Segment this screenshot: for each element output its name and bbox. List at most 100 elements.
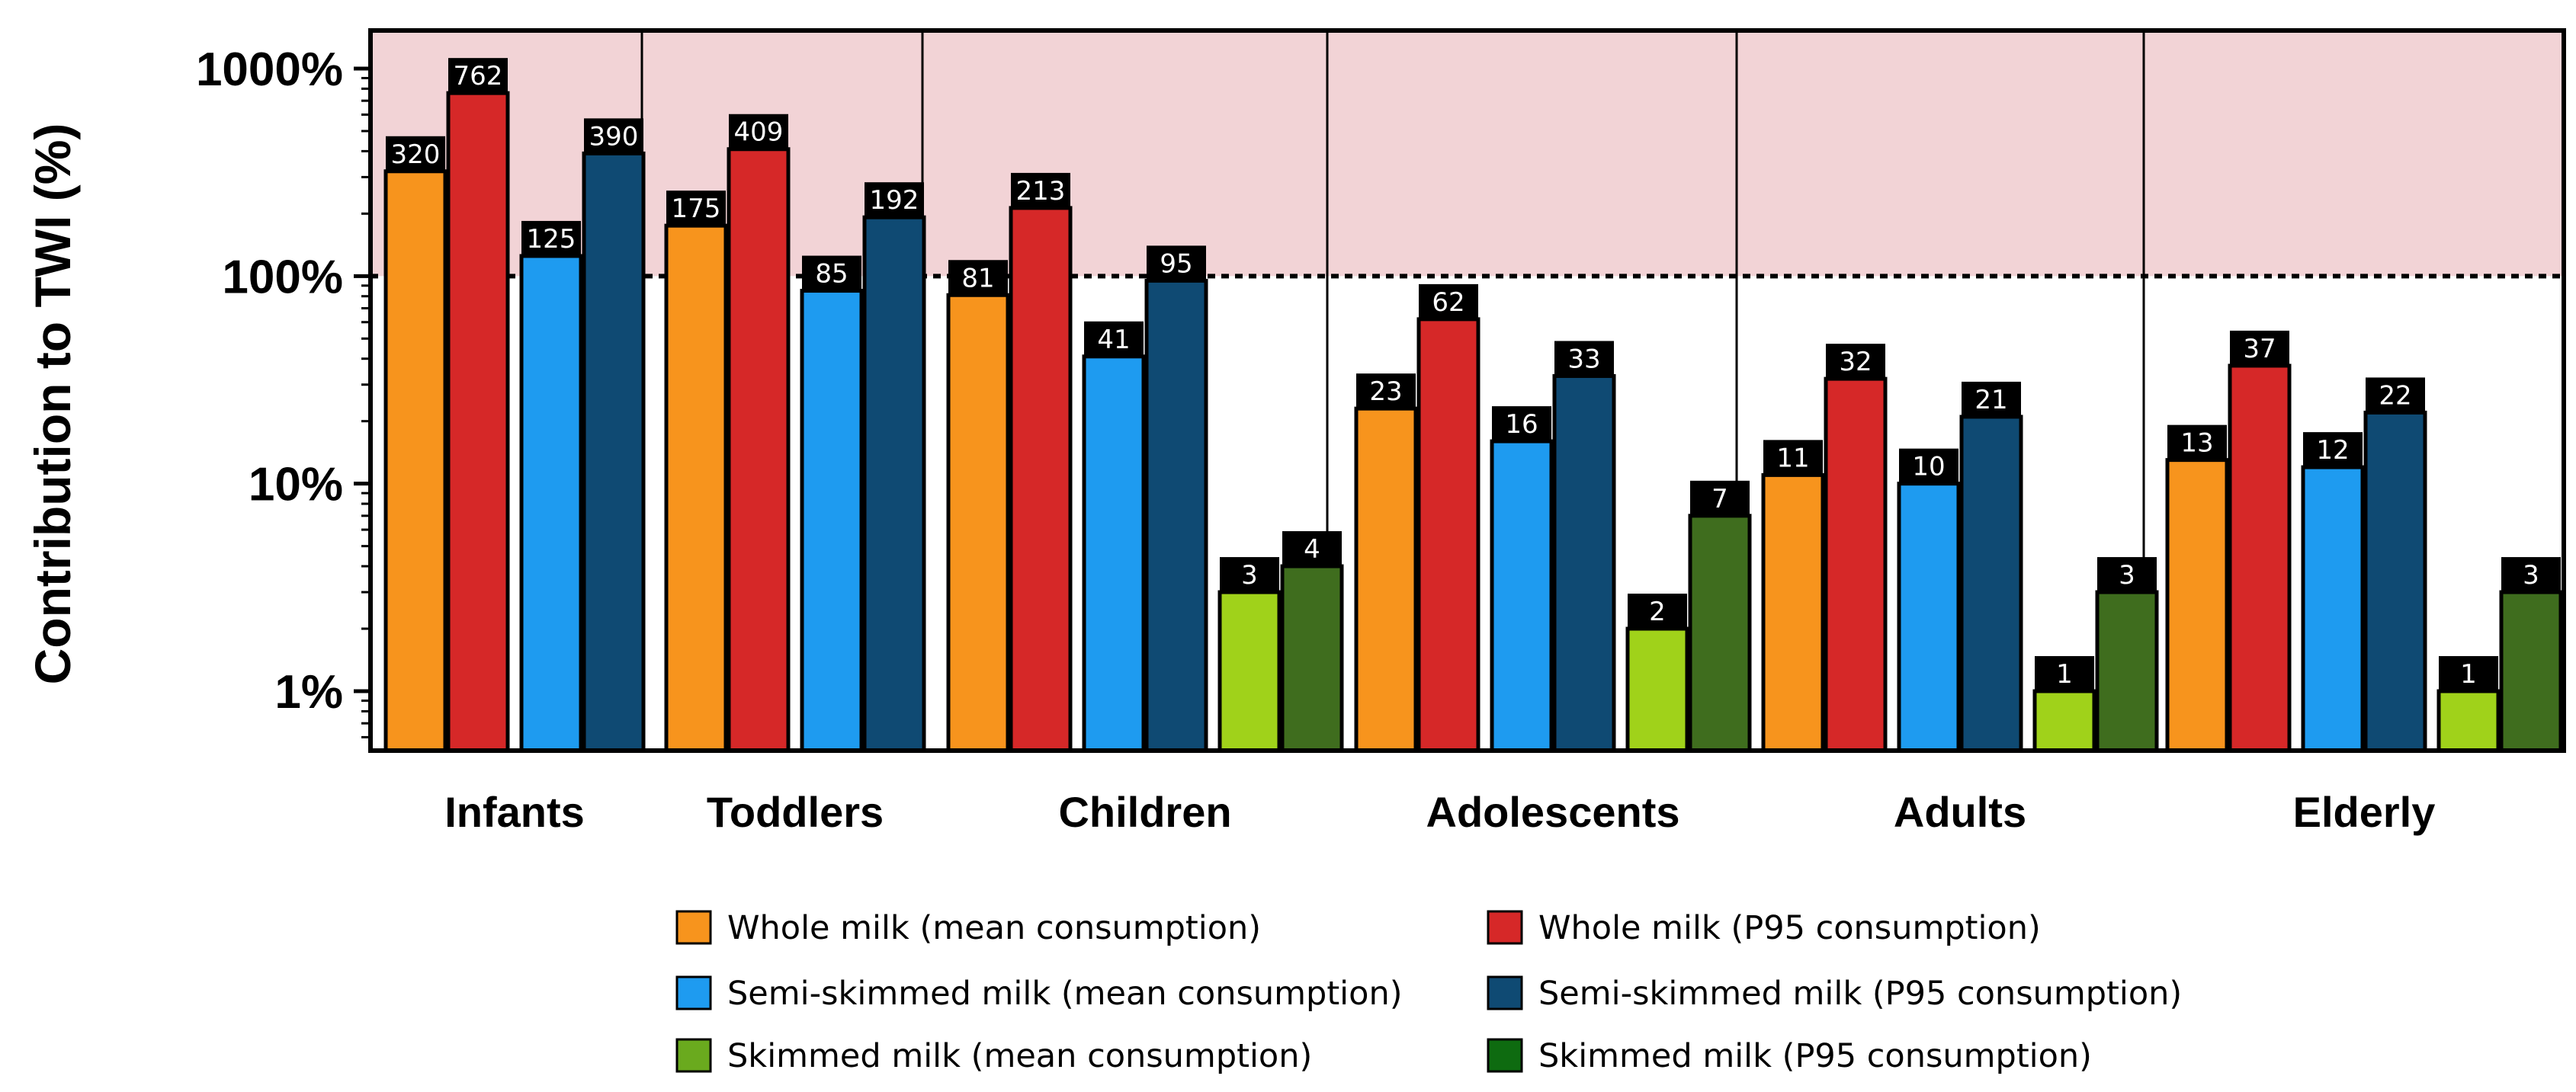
legend: Whole milk (mean consumption) Whole milk … (675, 909, 2182, 1075)
bar-value-label: 16 (1505, 409, 1538, 440)
bar-value-label: 3 (2119, 560, 2135, 591)
bar (2228, 363, 2292, 753)
bar (862, 215, 926, 753)
y-tick-label: 1% (274, 666, 343, 719)
bar-value-label: 213 (1016, 176, 1066, 207)
bar-value-box (1763, 440, 1823, 476)
bar-value-label: 21 (1975, 385, 2007, 415)
bar (446, 91, 510, 753)
bar-value-box (521, 220, 581, 256)
bar (582, 151, 646, 753)
bar-value-box (2366, 377, 2425, 413)
x-category-label: Adults (1894, 788, 2026, 836)
bar (800, 289, 864, 753)
bar (1897, 482, 1961, 753)
bar (1082, 354, 1146, 753)
bar (1552, 373, 1616, 753)
x-category-label: Adolescents (1426, 788, 1680, 836)
bar-value-box (1011, 172, 1070, 208)
bar-value-box (386, 136, 445, 171)
bar-value-box (948, 260, 1008, 296)
bar-value-box (666, 191, 726, 226)
legend-label: Semi-skimmed milk (P95 consumption) (1538, 975, 2182, 1013)
bar-value-label: 10 (1912, 452, 1945, 482)
bar (1688, 514, 1752, 753)
bar-value-label: 85 (815, 259, 848, 290)
plot-frame (368, 28, 2566, 753)
bar-value-box (729, 114, 788, 149)
x-category-label: Infants (444, 788, 585, 836)
bar-value-box (1356, 373, 1416, 409)
bar-value-label: 4 (1304, 534, 1320, 565)
bar-value-label: 192 (870, 185, 919, 216)
bar-value-label: 2 (1649, 597, 1666, 627)
legend-swatch (675, 975, 712, 1010)
bar (383, 169, 448, 753)
y-tick-label: 1000% (196, 43, 343, 96)
bar-value-box (1554, 341, 1614, 376)
bar (1009, 206, 1073, 753)
bar-value-box (2230, 330, 2289, 366)
bar-value-box (1492, 406, 1551, 442)
bar (1959, 415, 2023, 753)
bar-value-label: 1 (2460, 659, 2477, 690)
bar (1280, 564, 1344, 753)
bar (664, 223, 728, 753)
bar-value-box (802, 255, 861, 291)
bar (2363, 410, 2427, 753)
legend-swatch (1487, 910, 1523, 945)
bar-value-label: 3 (1241, 560, 1258, 591)
bar-value-box (1826, 344, 1885, 379)
bar (2165, 458, 2229, 753)
legend-swatch (1487, 1038, 1523, 1073)
bar-value-box (1419, 283, 1478, 319)
bar-value-label: 175 (672, 194, 721, 224)
bar (1144, 278, 1208, 753)
bar-value-box (1628, 594, 1687, 629)
bar-value-box (584, 118, 643, 154)
bar-value-label: 81 (961, 263, 994, 293)
legend-swatch (675, 1038, 712, 1073)
bar (1824, 376, 1888, 753)
bar (2095, 590, 2159, 753)
value-labels: 3207621253901754098519281213419534236216… (386, 58, 2561, 691)
bar-value-label: 1 (2056, 659, 2073, 690)
bar-value-label: 33 (1567, 344, 1600, 374)
bar-value-label: 32 (1839, 347, 1872, 377)
bar (2436, 689, 2501, 753)
bar-value-label: 3 (2523, 560, 2539, 591)
bar-value-box (2167, 424, 2227, 460)
bar-value-label: 125 (527, 224, 576, 255)
bar-value-box (2035, 656, 2094, 691)
bar-value-box (2439, 656, 2498, 691)
bar-value-box (1084, 321, 1144, 357)
y-axis-label: Contribution to TWI (%) (24, 123, 81, 685)
bar-value-label: 7 (1711, 484, 1728, 514)
bar (1217, 590, 1282, 753)
bar (519, 254, 583, 753)
legend-label: Whole milk (mean consumption) (727, 909, 1261, 947)
bar-value-box (2501, 557, 2561, 593)
legend-label: Whole milk (P95 consumption) (1538, 909, 2041, 947)
bar-value-label: 390 (589, 121, 639, 152)
bar-value-box (1282, 531, 1342, 567)
bar (2301, 465, 2365, 753)
y-axis: 1% 10% 100% 1000% (196, 43, 371, 738)
bar (1416, 317, 1480, 753)
bar-value-box (1220, 557, 1279, 593)
bar-value-box (1962, 381, 2021, 417)
bar-value-box (2303, 432, 2363, 468)
bar (1625, 626, 1689, 753)
bars (383, 91, 2563, 753)
legend-label: Semi-skimmed milk (mean consumption) (727, 975, 1402, 1013)
bar-value-label: 12 (2316, 435, 2349, 466)
bar-value-box (1899, 448, 1958, 484)
bar-value-box (2097, 557, 2157, 593)
bar-value-label: 22 (2379, 380, 2411, 411)
bar-value-label: 11 (1776, 443, 1809, 473)
bar (1354, 406, 1418, 753)
bar-value-box (1147, 245, 1206, 281)
bar-value-label: 409 (734, 117, 784, 148)
x-category-label: Elderly (2293, 788, 2436, 836)
